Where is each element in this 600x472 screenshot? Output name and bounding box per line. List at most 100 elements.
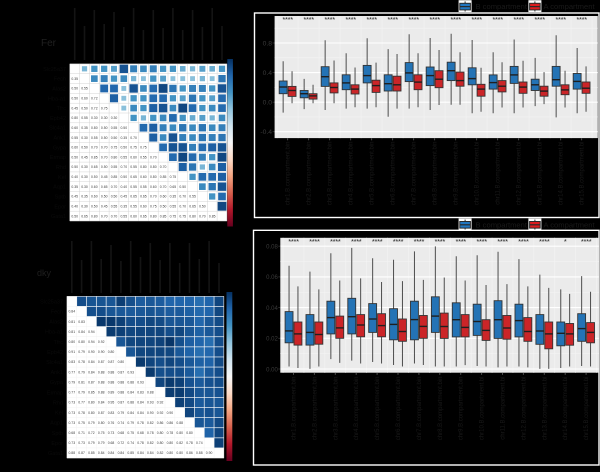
svg-text:****: ****	[393, 237, 404, 246]
svg-text:0.75: 0.75	[101, 106, 108, 110]
svg-text:****: ****	[414, 237, 425, 246]
svg-text:0.80: 0.80	[157, 431, 164, 435]
svg-text:****: ****	[309, 237, 320, 246]
svg-text:0.50: 0.50	[71, 165, 78, 169]
svg-text:0.65: 0.65	[81, 214, 88, 218]
svg-text:chr2.B.compartment.bin: chr2.B.compartment.bin	[307, 142, 313, 206]
svg-text:0.81: 0.81	[78, 380, 85, 384]
svg-text:0.80: 0.80	[118, 360, 125, 364]
svg-text:0.80: 0.80	[88, 411, 95, 415]
svg-text:0.90: 0.90	[167, 411, 174, 415]
svg-text:0.50: 0.50	[81, 106, 88, 110]
svg-text:0.88: 0.88	[118, 380, 125, 384]
svg-text:Epor: Epor	[54, 204, 66, 210]
svg-text:****: ****	[581, 237, 592, 246]
svg-text:0.55: 0.55	[120, 155, 127, 159]
svg-text:****: ****	[288, 237, 299, 246]
svg-text:0.80: 0.80	[88, 401, 95, 405]
svg-text:B compartment: B compartment	[476, 220, 528, 229]
svg-text:chr11.B.compartment.bi: chr11.B.compartment.bi	[501, 377, 507, 440]
svg-text:****: ****	[539, 237, 550, 246]
svg-text:0.78: 0.78	[147, 431, 154, 435]
svg-text:0.35: 0.35	[120, 136, 127, 140]
svg-text:0.45: 0.45	[71, 106, 78, 110]
svg-text:0.74: 0.74	[127, 441, 134, 445]
svg-text:0.82: 0.82	[147, 421, 154, 425]
svg-text:****: ****	[518, 237, 529, 246]
svg-text:0.78: 0.78	[186, 441, 193, 445]
svg-text:0.84: 0.84	[108, 451, 115, 455]
svg-text:0.75: 0.75	[130, 146, 137, 150]
svg-text:0.75: 0.75	[150, 205, 157, 209]
svg-text:0.94: 0.94	[88, 340, 95, 344]
svg-text:chr8.B.compartment.bin: chr8.B.compartment.bin	[438, 377, 444, 441]
svg-text:0.81: 0.81	[68, 320, 75, 324]
svg-text:0.50: 0.50	[120, 175, 127, 179]
svg-text:0.70: 0.70	[130, 136, 137, 140]
svg-text:0.87: 0.87	[108, 360, 115, 364]
svg-text:0.79: 0.79	[68, 380, 75, 384]
svg-text:0.90: 0.90	[206, 451, 213, 455]
svg-text:0.84: 0.84	[78, 330, 85, 334]
svg-text:chr14.B.compartment.bi: chr14.B.compartment.bi	[559, 142, 565, 206]
svg-text:0.50: 0.50	[120, 146, 127, 150]
svg-text:Ermap: Ermap	[50, 155, 66, 161]
svg-text:0.88: 0.88	[127, 401, 134, 405]
svg-text:0.65: 0.65	[101, 185, 108, 189]
svg-text:****: ****	[471, 15, 482, 24]
svg-text:Tfrc: Tfrc	[54, 340, 64, 346]
svg-text:0.45: 0.45	[101, 205, 108, 209]
svg-text:0.60: 0.60	[130, 155, 137, 159]
svg-text:0.30: 0.30	[81, 165, 88, 169]
svg-text:Sptb: Sptb	[55, 195, 66, 201]
svg-text:0.50: 0.50	[179, 185, 186, 189]
svg-text:0.55: 0.55	[170, 205, 177, 209]
svg-text:0.88: 0.88	[98, 380, 105, 384]
svg-text:0.65: 0.65	[189, 205, 196, 209]
svg-text:0.83: 0.83	[78, 320, 85, 324]
svg-text:0.55: 0.55	[111, 205, 118, 209]
svg-text:Alas2: Alas2	[52, 87, 66, 93]
svg-text:0.55: 0.55	[130, 165, 137, 169]
svg-text:0.50: 0.50	[71, 87, 78, 91]
svg-text:0.94: 0.94	[88, 330, 95, 334]
svg-text:0.80: 0.80	[111, 155, 118, 159]
svg-text:Fech: Fech	[51, 310, 63, 316]
svg-text:0.80: 0.80	[140, 165, 147, 169]
svg-text:0.70: 0.70	[111, 185, 118, 189]
svg-text:****: ****	[492, 15, 503, 24]
svg-text:0.80: 0.80	[176, 451, 183, 455]
svg-text:0.91: 0.91	[68, 350, 75, 354]
svg-text:0.88: 0.88	[98, 391, 105, 395]
svg-text:0.79: 0.79	[118, 411, 125, 415]
svg-text:0.95: 0.95	[108, 401, 115, 405]
svg-text:0.84: 0.84	[118, 451, 125, 455]
svg-text:chr13.B.compartment.bi: chr13.B.compartment.bi	[542, 377, 548, 441]
svg-text:0.68: 0.68	[137, 431, 144, 435]
svg-text:0.55: 0.55	[120, 214, 127, 218]
svg-text:****: ****	[324, 15, 335, 24]
svg-text:0.70: 0.70	[150, 155, 157, 159]
svg-text:chr3.B.compartment.bin: chr3.B.compartment.bin	[328, 142, 334, 206]
svg-text:Hba-a1: Hba-a1	[45, 330, 63, 336]
svg-text:0.86: 0.86	[167, 421, 174, 425]
svg-text:0.88: 0.88	[176, 421, 183, 425]
svg-text:****: ****	[455, 237, 466, 246]
svg-text:Epb42: Epb42	[50, 116, 66, 122]
svg-text:0.78: 0.78	[78, 360, 85, 364]
svg-text:0.85: 0.85	[160, 214, 167, 218]
svg-text:0.55: 0.55	[91, 136, 98, 140]
svg-text:0.92: 0.92	[157, 401, 164, 405]
svg-text:****: ****	[513, 15, 524, 24]
svg-text:0.83: 0.83	[137, 391, 144, 395]
svg-text:0.50: 0.50	[199, 205, 206, 209]
svg-text:****: ****	[303, 15, 314, 24]
svg-text:0.55: 0.55	[81, 116, 88, 120]
svg-text:0.50: 0.50	[71, 97, 78, 101]
svg-text:****: ****	[435, 237, 446, 246]
svg-text:****: ****	[450, 15, 461, 24]
svg-text:0.35: 0.35	[71, 185, 78, 189]
svg-text:0.88: 0.88	[108, 370, 115, 374]
svg-text:0.30: 0.30	[101, 116, 108, 120]
svg-text:0.87: 0.87	[98, 411, 105, 415]
